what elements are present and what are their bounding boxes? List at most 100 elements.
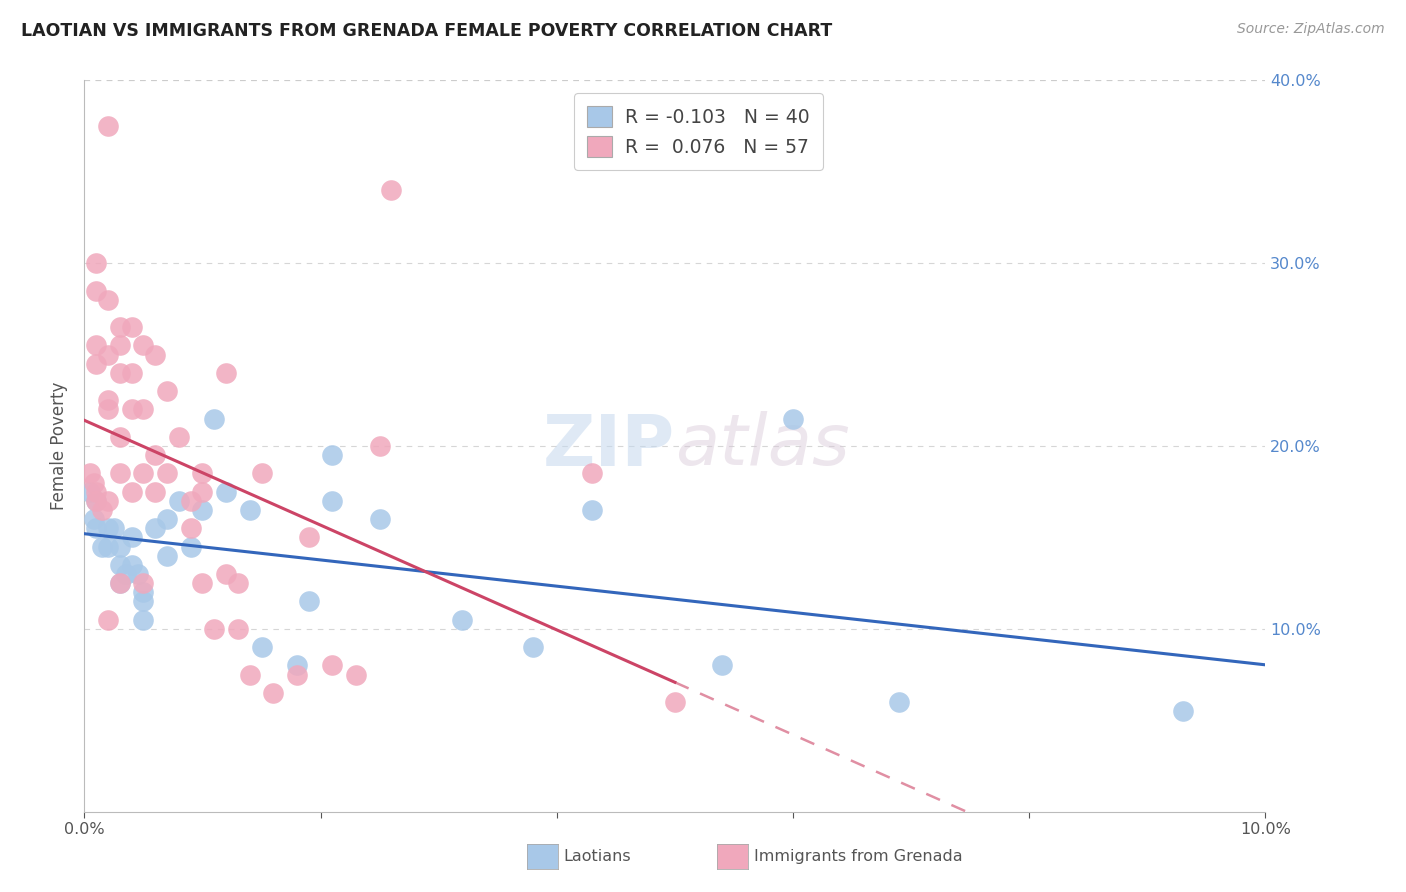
Point (156, 549, 179, 563)
Point (143, 484, 166, 499)
Point (108, 576, 131, 591)
Point (451, 613, 474, 627)
Point (79, 484, 101, 499)
Point (84, 493, 107, 508)
Y-axis label: Female Poverty: Female Poverty (51, 382, 69, 510)
Point (84, 357, 107, 371)
Point (132, 576, 155, 591)
Text: LAOTIAN VS IMMIGRANTS FROM GRENADA FEMALE POVERTY CORRELATION CHART: LAOTIAN VS IMMIGRANTS FROM GRENADA FEMAL… (21, 22, 832, 40)
Point (84, 484, 107, 499)
Point (581, 503, 603, 517)
Point (97, 402, 120, 417)
Point (191, 484, 214, 499)
Point (156, 384, 179, 399)
Text: Immigrants from Grenada: Immigrants from Grenada (754, 849, 962, 863)
Point (239, 667, 262, 681)
Point (368, 512, 391, 526)
Point (84, 521, 107, 535)
Point (121, 558, 143, 572)
Point (202, 411, 225, 425)
Point (83, 475, 105, 490)
Point (298, 594, 321, 608)
Point (132, 467, 155, 481)
Point (250, 640, 273, 655)
Point (143, 448, 166, 462)
Point (132, 402, 155, 417)
Point (132, 338, 155, 352)
Point (250, 467, 273, 481)
Point (180, 493, 202, 508)
Point (664, 695, 686, 709)
Legend: R = -0.103   N = 40, R =  0.076   N = 57: R = -0.103 N = 40, R = 0.076 N = 57 (574, 94, 823, 170)
Point (368, 439, 391, 453)
Point (285, 667, 308, 681)
Point (321, 658, 343, 673)
Point (132, 613, 155, 627)
Point (97, 348, 120, 362)
Point (84, 256, 107, 270)
Point (143, 521, 166, 535)
Point (97, 293, 120, 307)
Text: ZIP: ZIP (543, 411, 675, 481)
Point (97, 119, 120, 133)
Point (202, 622, 225, 636)
Point (889, 695, 911, 709)
Point (91, 503, 114, 517)
Point (380, 183, 402, 197)
Point (132, 594, 155, 608)
Point (108, 467, 131, 481)
Point (132, 585, 155, 599)
Point (191, 503, 214, 517)
Point (321, 448, 343, 462)
Point (108, 338, 131, 352)
Point (167, 430, 190, 444)
Point (522, 640, 544, 655)
Point (711, 658, 734, 673)
Point (84, 338, 107, 352)
Point (226, 576, 249, 591)
Point (782, 411, 804, 425)
Point (156, 512, 179, 526)
Point (215, 484, 238, 499)
Point (108, 540, 131, 554)
Text: Laotians: Laotians (564, 849, 631, 863)
Point (114, 567, 136, 582)
Point (108, 576, 131, 591)
Point (97, 540, 120, 554)
Point (121, 530, 143, 544)
Point (108, 430, 131, 444)
Point (1171, 704, 1194, 718)
Point (84, 284, 107, 298)
Point (581, 467, 603, 481)
Point (180, 521, 202, 535)
Point (108, 558, 131, 572)
Point (167, 493, 190, 508)
Point (97, 493, 120, 508)
Point (121, 402, 143, 417)
Point (226, 622, 249, 636)
Point (143, 348, 166, 362)
Point (121, 366, 143, 380)
Point (215, 366, 238, 380)
Point (121, 484, 143, 499)
Point (97, 393, 120, 408)
Point (108, 366, 131, 380)
Point (191, 576, 214, 591)
Point (262, 686, 284, 700)
Point (103, 521, 125, 535)
Point (108, 320, 131, 334)
Point (97, 613, 120, 627)
Point (215, 567, 238, 582)
Point (239, 503, 262, 517)
Point (83, 512, 105, 526)
Point (156, 467, 179, 481)
Text: atlas: atlas (675, 411, 849, 481)
Point (121, 320, 143, 334)
Point (97, 521, 120, 535)
Text: Source: ZipAtlas.com: Source: ZipAtlas.com (1237, 22, 1385, 37)
Point (344, 667, 367, 681)
Point (127, 567, 149, 582)
Point (180, 540, 202, 554)
Point (298, 530, 321, 544)
Point (285, 658, 308, 673)
